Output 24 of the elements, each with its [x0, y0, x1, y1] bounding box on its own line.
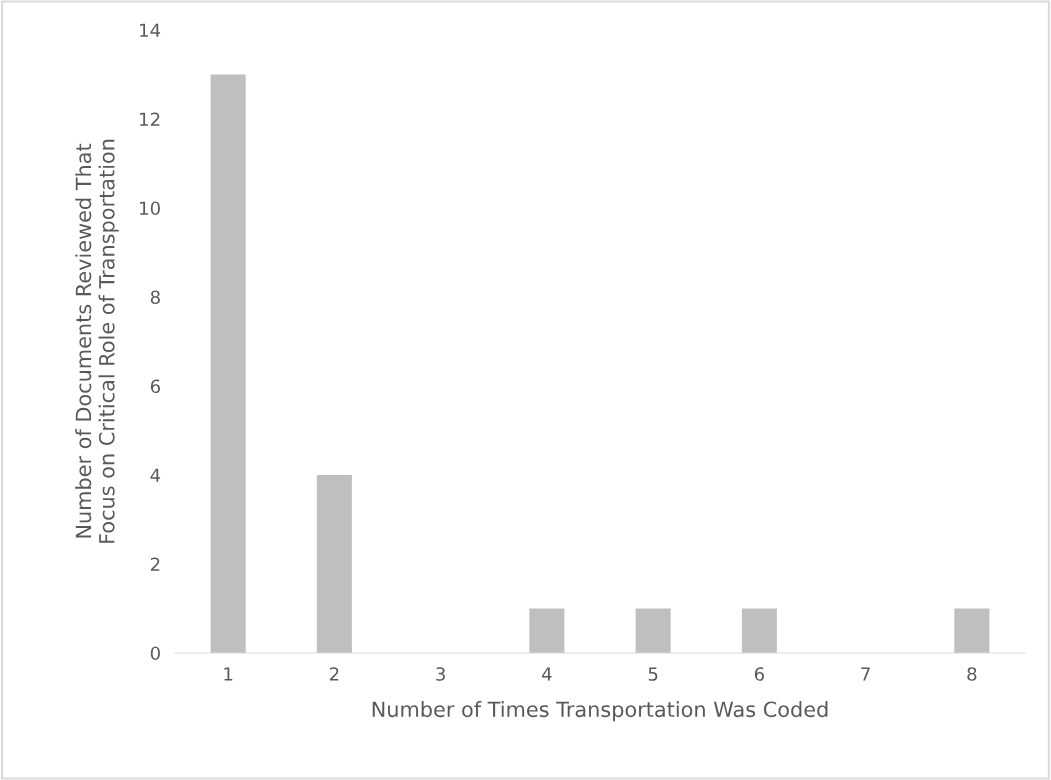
bar — [210, 74, 246, 653]
x-tick-label: 3 — [436, 667, 445, 681]
bar — [529, 608, 565, 653]
x-tick-label: 1 — [224, 667, 233, 681]
y-tick-label: 4 — [150, 468, 161, 482]
y-tick-label: 14 — [140, 23, 161, 37]
bar — [741, 608, 777, 653]
y-tick-label: 2 — [150, 557, 160, 571]
x-tick-label: 5 — [648, 667, 658, 681]
x-tick-label: 8 — [967, 667, 977, 681]
x-tick-label: 4 — [542, 667, 552, 681]
x-tick-label: 2 — [329, 667, 339, 681]
y-tick-label: 6 — [150, 379, 160, 394]
bar — [316, 475, 352, 653]
y-axis-title: Number of Documents Reviewed That Focus on Critical Role of Transportation — [75, 139, 119, 543]
y-tick-label: 8 — [150, 290, 160, 305]
x-tick-label: 7 — [861, 667, 870, 681]
x-tick-label: 6 — [754, 667, 764, 681]
bar — [635, 608, 671, 653]
y-tick-label: 10 — [140, 201, 160, 216]
y-tick-label: 12 — [140, 112, 160, 126]
y-tick-label: 0 — [150, 646, 160, 661]
bar — [954, 608, 990, 653]
x-axis-title: Number of Times Transportation Was Coded — [372, 701, 828, 722]
